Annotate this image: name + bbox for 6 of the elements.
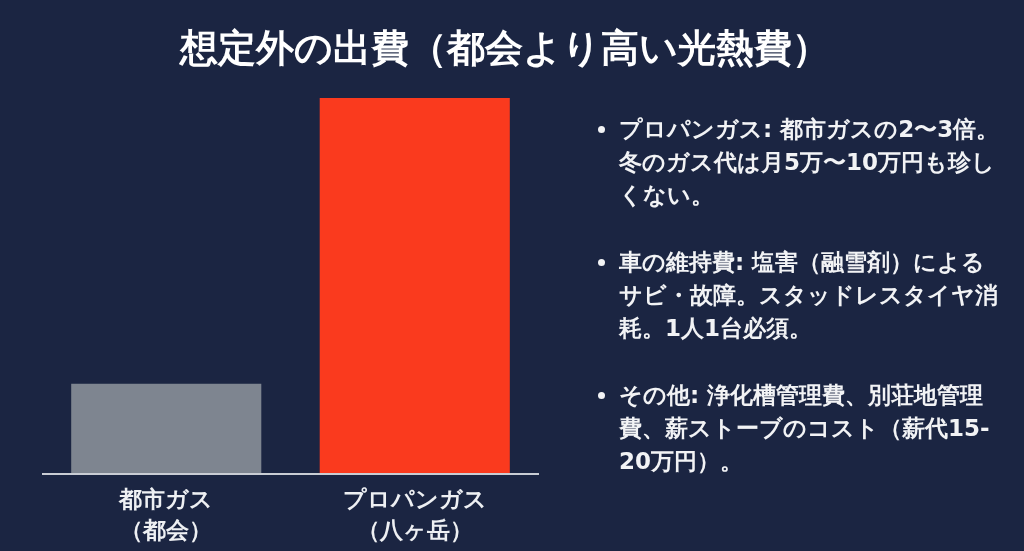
- x-tick-label: プロパンガス（八ヶ岳）: [341, 485, 488, 545]
- chart-title: 想定外の出費（都会より高い光熱費）: [178, 26, 830, 70]
- x-tick-label: 都市ガス（都会）: [117, 485, 215, 545]
- text: プロパンガス: 都市ガスの2〜3倍。冬のガス代は月5万〜10万円も珍しくない。: [619, 115, 1001, 210]
- text: 車の維持費: 塩害（融雪剤）によるサビ・故障。スタッドレスタイヤ消耗。1人1台必須。: [619, 248, 999, 343]
- text: その他: 浄化槽管理費、別荘地管理費、薪ストーブのコスト（薪代15-20万円）。: [619, 381, 991, 476]
